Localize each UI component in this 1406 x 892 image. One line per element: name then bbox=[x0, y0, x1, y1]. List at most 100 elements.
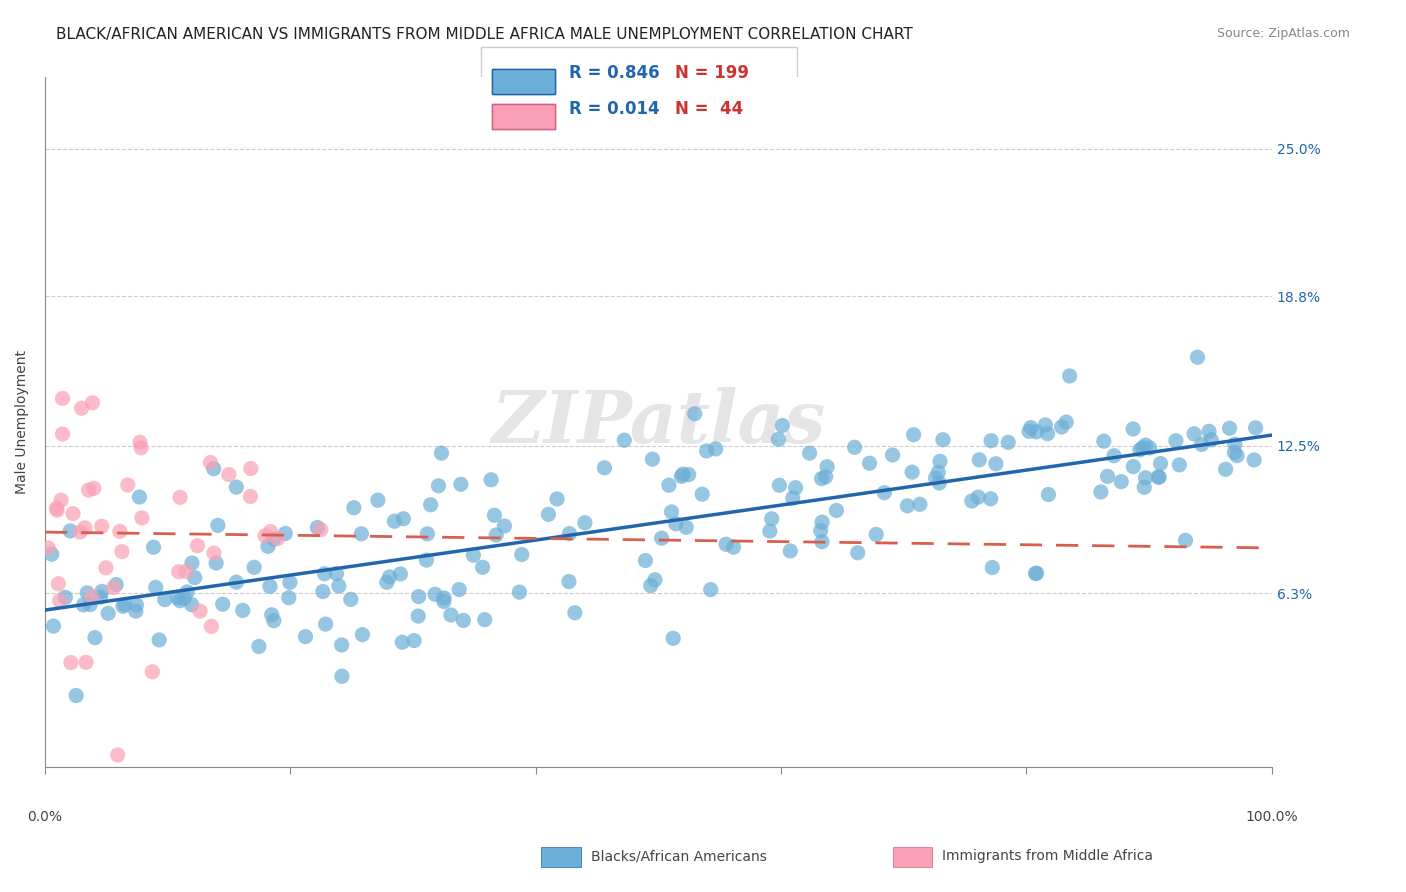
Point bbox=[378, 570, 401, 584]
Point bbox=[312, 584, 335, 599]
Point bbox=[901, 465, 924, 479]
Point bbox=[433, 594, 456, 608]
Point bbox=[844, 440, 866, 454]
Point bbox=[882, 448, 904, 462]
Point bbox=[62, 507, 84, 521]
Point bbox=[723, 540, 745, 554]
Point bbox=[430, 446, 453, 460]
Point bbox=[782, 491, 804, 506]
Point bbox=[294, 630, 316, 644]
Point bbox=[48, 593, 70, 607]
Point bbox=[202, 546, 225, 560]
Point bbox=[690, 487, 713, 501]
Point bbox=[232, 603, 254, 617]
Point bbox=[474, 613, 496, 627]
Point bbox=[89, 590, 111, 604]
Point bbox=[967, 490, 990, 504]
Point bbox=[278, 575, 301, 590]
Point bbox=[449, 582, 471, 597]
Point bbox=[254, 529, 277, 543]
Point bbox=[1243, 453, 1265, 467]
Point bbox=[1164, 434, 1187, 448]
Point bbox=[328, 579, 350, 593]
Point bbox=[76, 586, 98, 600]
Point bbox=[408, 590, 430, 604]
Point bbox=[558, 574, 581, 589]
Point bbox=[80, 590, 103, 604]
Point bbox=[174, 565, 197, 579]
Point bbox=[169, 491, 191, 505]
Point bbox=[131, 511, 153, 525]
Point bbox=[114, 598, 136, 612]
Point bbox=[564, 606, 586, 620]
Point bbox=[450, 477, 472, 491]
Point bbox=[1090, 485, 1112, 500]
Point bbox=[634, 553, 657, 567]
Point bbox=[266, 532, 288, 546]
Point bbox=[1215, 462, 1237, 476]
Point bbox=[75, 656, 97, 670]
Point bbox=[79, 598, 101, 612]
Point bbox=[873, 485, 896, 500]
Point bbox=[180, 598, 202, 612]
Point bbox=[107, 747, 129, 762]
Point bbox=[1033, 417, 1056, 432]
Text: 0.0%: 0.0% bbox=[28, 810, 62, 823]
Text: 100.0%: 100.0% bbox=[1246, 810, 1298, 823]
Point bbox=[924, 471, 946, 485]
Point bbox=[811, 534, 834, 549]
Point bbox=[761, 512, 783, 526]
Point bbox=[42, 619, 65, 633]
Point bbox=[678, 467, 700, 482]
Point bbox=[128, 490, 150, 504]
Point bbox=[1223, 437, 1246, 451]
Point bbox=[997, 435, 1019, 450]
Point bbox=[471, 560, 494, 574]
Point bbox=[770, 418, 793, 433]
Point bbox=[181, 556, 204, 570]
Point bbox=[239, 490, 262, 504]
Point bbox=[1174, 533, 1197, 548]
Point bbox=[799, 446, 821, 460]
Point bbox=[1059, 368, 1081, 383]
Point bbox=[613, 433, 636, 447]
Point bbox=[810, 524, 832, 538]
Point bbox=[1019, 420, 1042, 434]
Point bbox=[825, 503, 848, 517]
Point bbox=[205, 556, 228, 570]
Point bbox=[218, 467, 240, 482]
Point bbox=[969, 453, 991, 467]
Point bbox=[72, 598, 94, 612]
Point bbox=[207, 518, 229, 533]
Point bbox=[330, 638, 353, 652]
Point bbox=[391, 635, 413, 649]
Point bbox=[810, 472, 832, 486]
Text: ZIPatlas: ZIPatlas bbox=[491, 386, 825, 458]
Point bbox=[1219, 421, 1241, 435]
Point bbox=[59, 524, 82, 538]
Point bbox=[1147, 470, 1170, 484]
Point bbox=[225, 575, 247, 590]
Point bbox=[494, 519, 516, 533]
Point bbox=[176, 585, 198, 599]
Point bbox=[330, 669, 353, 683]
Point bbox=[37, 541, 59, 555]
Point bbox=[91, 584, 114, 599]
Point bbox=[846, 546, 869, 560]
Point bbox=[188, 604, 211, 618]
Point bbox=[1025, 425, 1047, 439]
Point bbox=[82, 396, 104, 410]
Point bbox=[352, 627, 374, 641]
Point bbox=[315, 617, 337, 632]
Point bbox=[339, 592, 361, 607]
Point bbox=[593, 460, 616, 475]
Point bbox=[932, 433, 955, 447]
Point bbox=[980, 434, 1002, 448]
Point bbox=[45, 501, 67, 516]
Point bbox=[683, 407, 706, 421]
Point bbox=[309, 523, 332, 537]
Point bbox=[419, 498, 441, 512]
Text: N =  44: N = 44 bbox=[675, 100, 744, 118]
Point bbox=[696, 444, 718, 458]
Point bbox=[257, 540, 280, 554]
